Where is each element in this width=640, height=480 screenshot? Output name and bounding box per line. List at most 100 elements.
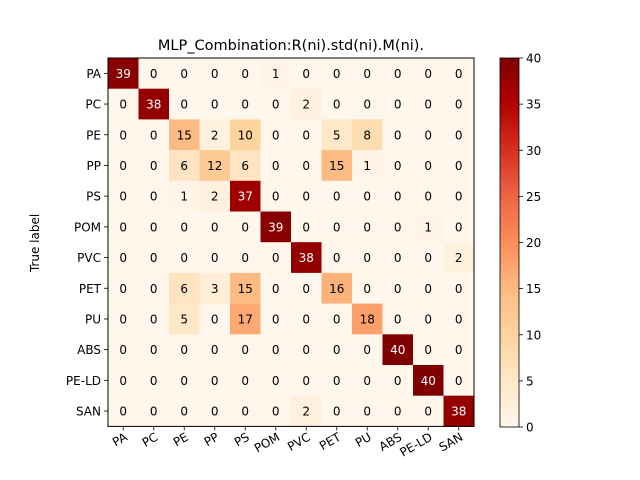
- cell-value-label: 40: [390, 343, 405, 357]
- y-tick-label: PU: [85, 312, 101, 326]
- heatmap-cell: [352, 211, 383, 243]
- colorbar-tick-label: 25: [526, 190, 541, 204]
- y-axis-label: True label: [28, 214, 42, 273]
- cell-value-label: 0: [211, 312, 219, 326]
- cell-value-label: 0: [394, 98, 402, 112]
- heatmap-cell: [108, 211, 139, 243]
- heatmap-cell: [413, 334, 444, 366]
- heatmap-cell: [382, 150, 414, 182]
- cell-value-label: 0: [424, 67, 432, 81]
- cell-value-label: 0: [455, 98, 463, 112]
- heatmap-cell: [291, 303, 322, 335]
- heatmap-cell: [413, 242, 444, 274]
- cell-value-label: 0: [180, 374, 188, 388]
- cell-value-label: 0: [119, 98, 127, 112]
- cell-value-label: 0: [302, 159, 310, 173]
- heatmap-cell: [138, 119, 170, 151]
- cell-value-label: 0: [180, 405, 188, 419]
- heatmap-cell: [413, 180, 444, 212]
- x-tick-label: PE: [171, 430, 191, 450]
- cell-value-label: 0: [180, 251, 188, 265]
- heatmap-cell: [199, 150, 231, 182]
- cell-value-label: 2: [302, 405, 310, 419]
- heatmap-cell: [291, 365, 322, 397]
- colorbar-tick-label: 40: [526, 52, 541, 66]
- heatmap-cell: [321, 242, 353, 274]
- cell-value-label: 0: [333, 343, 341, 357]
- heatmap-cell: [352, 150, 383, 182]
- cell-value-label: 0: [363, 251, 371, 265]
- cell-value-label: 0: [119, 220, 127, 234]
- heatmap-cell: [352, 334, 383, 366]
- cell-value-label: 0: [455, 128, 463, 142]
- heatmap-cell: [169, 211, 200, 243]
- y-tick-label: PA: [86, 67, 101, 81]
- heatmap-cell: [230, 58, 261, 90]
- heatmap-cell: [260, 88, 292, 120]
- heatmap-cell: [382, 119, 414, 151]
- heatmap-cell: [382, 334, 414, 366]
- colorbar-tick-label: 30: [526, 144, 541, 158]
- cell-value-label: 0: [119, 405, 127, 419]
- cell-value-label: 40: [421, 374, 436, 388]
- heatmap-cell: [108, 88, 139, 120]
- cell-value-label: 0: [119, 190, 127, 204]
- cell-value-label: 38: [451, 405, 466, 419]
- heatmap-cell: [291, 88, 322, 120]
- heatmap-cell: [321, 334, 353, 366]
- heatmap-cell: [352, 272, 383, 304]
- cell-value-label: 0: [272, 312, 280, 326]
- heatmap-cell: [199, 211, 231, 243]
- heatmap-cell: [169, 88, 200, 120]
- x-tick-label: PE-LD: [397, 430, 434, 460]
- x-tick-label: PVC: [285, 430, 313, 454]
- heatmap-cell: [108, 395, 139, 427]
- cell-value-label: 1: [272, 67, 280, 81]
- heatmap-cell: [199, 88, 231, 120]
- colorbar: 0 5 10 15 20 25 30 35 40: [499, 52, 541, 435]
- colorbar-tick-label: 0: [526, 421, 534, 435]
- cell-value-label: 0: [119, 282, 127, 296]
- cell-value-label: 0: [150, 128, 158, 142]
- y-tick-label: PP: [87, 159, 101, 173]
- heatmap-cell: [443, 180, 475, 212]
- cell-value-label: 0: [211, 374, 219, 388]
- heatmap-cell: [108, 150, 139, 182]
- heatmap-cell: [138, 150, 170, 182]
- cell-value-label: 0: [455, 67, 463, 81]
- cell-value-label: 0: [302, 282, 310, 296]
- cell-value-label: 0: [272, 282, 280, 296]
- heatmap-cell: [230, 334, 261, 366]
- cell-value-label: 0: [424, 282, 432, 296]
- heatmap-cell: [382, 272, 414, 304]
- heatmap-cell: [291, 272, 322, 304]
- heatmap-cell: [108, 272, 139, 304]
- heatmap-cell: [291, 119, 322, 151]
- cell-value-label: 0: [211, 343, 219, 357]
- colorbar-tick-label: 15: [526, 282, 541, 296]
- chart-title: MLP_Combination:R(ni).std(ni).M(ni).: [158, 38, 424, 54]
- cell-value-label: 0: [333, 220, 341, 234]
- cell-value-label: 0: [119, 159, 127, 173]
- heatmap-cell: [291, 58, 322, 90]
- heatmap-cell: [230, 395, 261, 427]
- heatmap-cell: [321, 395, 353, 427]
- y-tick-label: SAN: [76, 405, 101, 419]
- heatmap-cell: [321, 211, 353, 243]
- cell-value-label: 0: [363, 405, 371, 419]
- heatmap-cell: [169, 58, 200, 90]
- heatmap-cell: [352, 119, 383, 151]
- heatmap-cell: [413, 272, 444, 304]
- cell-value-label: 0: [424, 251, 432, 265]
- cell-value-label: 0: [455, 220, 463, 234]
- cell-value-label: 0: [119, 343, 127, 357]
- cell-value-label: 0: [394, 312, 402, 326]
- cell-value-label: 0: [363, 220, 371, 234]
- heatmap-cell: [321, 150, 353, 182]
- cell-value-label: 0: [272, 128, 280, 142]
- cell-value-label: 0: [455, 374, 463, 388]
- cell-value-label: 0: [394, 190, 402, 204]
- heatmap-cell: [199, 334, 231, 366]
- heatmap-cell: [230, 211, 261, 243]
- cell-value-label: 16: [329, 282, 344, 296]
